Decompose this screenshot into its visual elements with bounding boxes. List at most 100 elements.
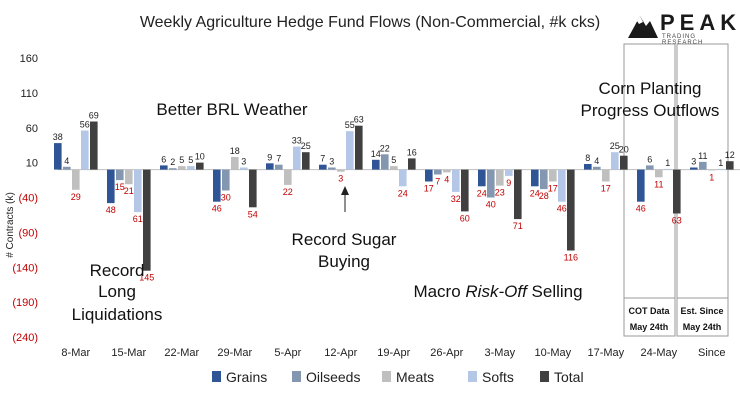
mountain-icon <box>628 16 658 38</box>
legend-label-meats: Meats <box>396 369 434 385</box>
bar-grains-19-Apr <box>372 159 380 170</box>
bar-softs-17-May <box>611 152 619 170</box>
data-label-meats: 17 <box>548 184 558 194</box>
x-tick-label: 17-May <box>587 347 624 359</box>
data-label-total: 63 <box>672 216 682 226</box>
annotation-record-long-liquidations: Long <box>98 282 136 301</box>
x-tick-label: 29-Mar <box>217 347 252 359</box>
data-label-softs: 56 <box>80 120 90 130</box>
bar-total-19-Apr <box>408 158 416 170</box>
data-label-meats: 21 <box>124 186 134 196</box>
x-tick-label: 15-Mar <box>111 347 146 359</box>
data-label-softs: 32 <box>451 194 461 204</box>
bar-meats-29-Mar <box>231 157 239 170</box>
legend-label-grains: Grains <box>226 369 267 385</box>
data-label-total: 54 <box>248 209 258 219</box>
bar-total-3-May <box>514 169 522 220</box>
bar-grains-3-May <box>478 169 486 187</box>
x-tick-label: 5-Apr <box>274 347 301 359</box>
bar-softs-22-Mar <box>187 166 195 170</box>
data-label-oilseeds: 3 <box>329 157 334 167</box>
data-label-oilseeds: 6 <box>647 154 652 164</box>
data-label-oilseeds: 2 <box>170 157 175 167</box>
data-label-softs: 46 <box>557 204 567 214</box>
bar-grains-26-Apr <box>425 169 433 182</box>
data-label-meats: 11 <box>654 179 663 189</box>
y-tick-label: (190) <box>12 297 38 309</box>
bar-softs-Since <box>717 168 725 170</box>
legend-swatch-total <box>540 371 549 382</box>
bar-meats-12-Apr <box>337 169 345 172</box>
data-label-meats: 22 <box>283 187 293 197</box>
bar-softs-29-Mar <box>240 167 248 170</box>
sugar-arrow-head <box>341 186 349 195</box>
x-tick-label: Since <box>698 347 726 359</box>
bar-oilseeds-3-May <box>487 169 495 198</box>
logo-tagline: TRADING RESEARCH <box>662 34 704 46</box>
data-label-oilseeds: 11 <box>698 151 707 161</box>
annotation-est-since-box: Est. Since <box>680 306 723 316</box>
chart-title: Weekly Agriculture Hedge Fund Flows (Non… <box>140 14 600 31</box>
data-label-grains: 46 <box>636 204 646 214</box>
data-label-oilseeds: 40 <box>486 200 496 210</box>
bar-oilseeds-26-Apr <box>434 169 442 175</box>
annotation-macro-part: Selling <box>527 282 583 301</box>
bar-oilseeds-17-May <box>593 166 601 170</box>
bar-grains-22-Mar <box>160 165 168 170</box>
data-label-grains: 17 <box>424 184 434 194</box>
bar-oilseeds-22-Mar <box>169 168 177 170</box>
x-tick-label: 3-May <box>485 347 516 359</box>
logo-name: PEAK <box>660 10 740 35</box>
bar-grains-10-May <box>531 169 539 187</box>
bar-total-15-Mar <box>143 169 151 271</box>
x-tick-label: 22-Mar <box>164 347 199 359</box>
data-label-total: 16 <box>407 147 417 157</box>
x-tick-label: 19-Apr <box>377 347 410 359</box>
bar-meats-5-Apr <box>284 169 292 185</box>
bar-oilseeds-8-Mar <box>63 166 71 170</box>
bar-oilseeds-29-Mar <box>222 169 230 191</box>
peak-logo: PEAK TRADING RESEARCH <box>626 8 736 48</box>
data-label-meats: 4 <box>444 174 449 184</box>
data-label-total: 69 <box>89 111 99 121</box>
data-label-meats: 3 <box>338 174 343 184</box>
annotation-record-long-liquidations: Liquidations <box>72 305 163 324</box>
annotation-record-sugar-buying: Record Sugar <box>292 230 397 249</box>
data-label-grains: 6 <box>161 154 166 164</box>
bar-oilseeds-24-May <box>646 165 654 170</box>
bar-grains-8-Mar <box>54 143 62 170</box>
data-label-oilseeds: 4 <box>594 156 599 166</box>
y-axis-label: # Contracts (k) <box>5 192 16 258</box>
bar-total-12-Apr <box>355 125 363 170</box>
data-label-softs: 61 <box>133 214 143 224</box>
data-label-oilseeds: 7 <box>435 177 440 187</box>
legend: Grains Oilseeds Meats Softs Total <box>212 369 584 385</box>
data-label-total: 12 <box>725 150 735 160</box>
data-label-meats: 23 <box>495 188 505 198</box>
data-label-softs: 1 <box>718 158 723 168</box>
data-label-total: 116 <box>564 253 578 263</box>
data-label-softs: 1 <box>665 158 670 168</box>
y-axis: 160 110 60 10 (40) (90) (140) (190) (240) <box>12 53 38 344</box>
bar-grains-5-Apr <box>266 163 274 170</box>
data-label-softs: 5 <box>188 155 193 165</box>
data-label-grains: 7 <box>320 154 325 164</box>
x-tick-label: 12-Apr <box>324 347 357 359</box>
data-label-softs: 3 <box>241 157 246 167</box>
annotation-cot-data-box: May 24th <box>630 322 669 332</box>
bar-meats-22-Mar <box>178 166 186 170</box>
data-label-meats: 18 <box>230 146 240 156</box>
data-label-grains: 3 <box>691 157 696 167</box>
legend-swatch-grains <box>212 371 221 382</box>
data-label-grains: 24 <box>477 188 487 198</box>
y-tick-label: 60 <box>26 123 38 135</box>
bar-total-8-Mar <box>90 121 98 170</box>
x-tick-label: 8-Mar <box>61 347 90 359</box>
bar-softs-19-Apr <box>399 169 407 187</box>
bar-grains-17-May <box>584 164 592 170</box>
data-label-total: 25 <box>301 141 311 151</box>
annotation-record-long-liquidations: Record <box>90 261 145 280</box>
data-label-oilseeds: 4 <box>64 156 69 166</box>
bar-oilseeds-Since <box>699 161 707 170</box>
